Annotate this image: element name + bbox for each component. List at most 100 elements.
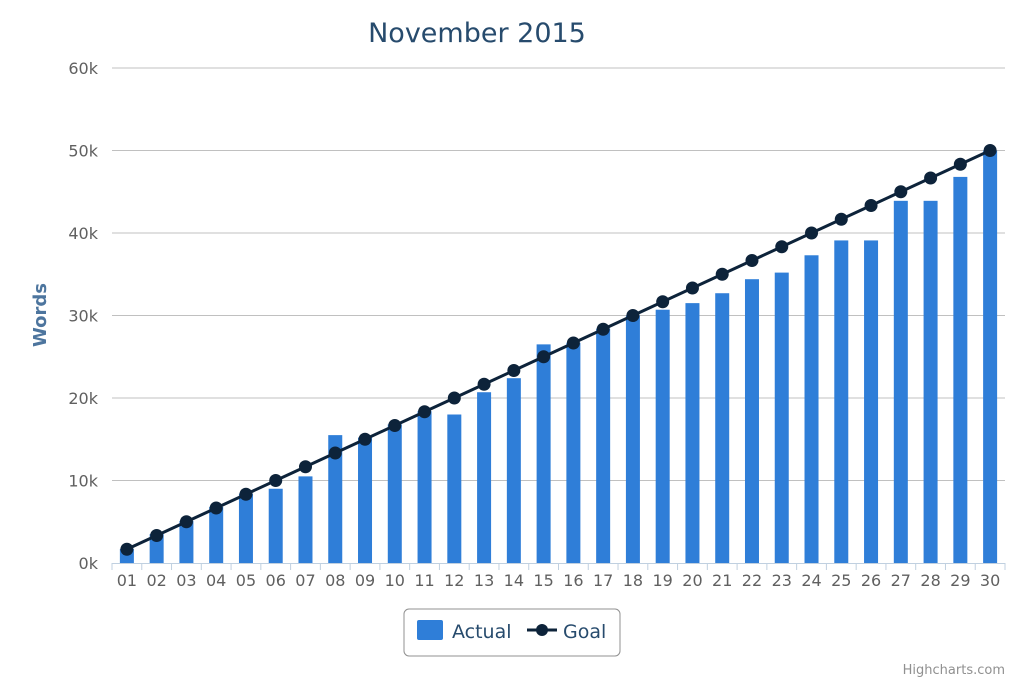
- goal-point[interactable]: [834, 212, 848, 226]
- goal-line-series: [120, 144, 997, 556]
- x-tick-label: 25: [831, 571, 851, 590]
- actual-bar[interactable]: [328, 435, 343, 563]
- x-axis: 01 02 03 04 05 06 07 08 09 10 11 12 13 14 15 16 17 18 19 20…: [111, 563, 1006, 590]
- x-tick-label: 21: [712, 571, 732, 590]
- goal-point[interactable]: [447, 391, 461, 405]
- y-axis-label: Words: [30, 283, 51, 347]
- actual-bar[interactable]: [536, 344, 551, 563]
- legend-item-actual[interactable]: Actual: [417, 620, 512, 643]
- x-tick-label: 24: [801, 571, 821, 590]
- y-tick-label: 30k: [68, 307, 98, 326]
- actual-bar[interactable]: [744, 279, 759, 563]
- goal-point[interactable]: [239, 487, 253, 501]
- actual-bar[interactable]: [864, 240, 879, 564]
- actual-bar[interactable]: [298, 476, 313, 563]
- x-tick-label: 28: [920, 571, 940, 590]
- legend-item-goal[interactable]: Goal: [527, 621, 606, 643]
- legend: Actual Goal: [403, 608, 621, 657]
- goal-point[interactable]: [179, 515, 193, 529]
- goal-point[interactable]: [685, 281, 699, 295]
- actual-bar[interactable]: [358, 437, 373, 563]
- goal-point[interactable]: [775, 240, 789, 254]
- actual-bar[interactable]: [417, 411, 432, 563]
- x-tick-label: 13: [474, 571, 494, 590]
- actual-bar[interactable]: [893, 200, 908, 563]
- goal-point[interactable]: [656, 295, 670, 309]
- actual-bar[interactable]: [923, 200, 938, 563]
- actual-bar[interactable]: [655, 309, 670, 563]
- x-tick-label: 20: [682, 571, 702, 590]
- actual-bar[interactable]: [625, 315, 640, 564]
- actual-bar[interactable]: [685, 303, 700, 563]
- goal-point[interactable]: [388, 418, 402, 432]
- goal-point[interactable]: [626, 309, 640, 322]
- goal-point[interactable]: [983, 144, 997, 157]
- actual-bar[interactable]: [804, 255, 819, 563]
- x-tick-label: 03: [176, 571, 196, 590]
- goal-point[interactable]: [953, 157, 967, 171]
- goal-point[interactable]: [418, 405, 432, 419]
- goal-point[interactable]: [150, 529, 164, 543]
- goal-point[interactable]: [715, 267, 729, 281]
- x-tick-label: 12: [444, 571, 464, 590]
- actual-bar[interactable]: [447, 414, 462, 564]
- x-tick-label: 27: [891, 571, 911, 590]
- actual-bar[interactable]: [268, 488, 283, 563]
- goal-point[interactable]: [328, 446, 342, 460]
- goal-point[interactable]: [596, 322, 610, 336]
- actual-bar[interactable]: [477, 392, 492, 563]
- actual-bar[interactable]: [238, 493, 253, 563]
- x-tick-label: 04: [206, 571, 226, 590]
- y-tick-label: 50k: [68, 142, 98, 161]
- x-tick-label: 05: [236, 571, 256, 590]
- goal-point[interactable]: [120, 542, 134, 556]
- credit-link[interactable]: Highcharts.com: [903, 663, 1005, 678]
- x-tick-label: 07: [295, 571, 315, 590]
- x-tick-label: 14: [504, 571, 524, 590]
- goal-point[interactable]: [745, 253, 759, 267]
- goal-point[interactable]: [805, 226, 819, 240]
- y-tick-label: 60k: [68, 59, 98, 78]
- x-tick-label: 22: [742, 571, 762, 590]
- x-tick-label: 10: [385, 571, 405, 590]
- goal-point[interactable]: [924, 171, 938, 185]
- x-tick-label: 17: [593, 571, 613, 590]
- actual-bar[interactable]: [566, 342, 581, 563]
- actual-bar[interactable]: [179, 520, 194, 563]
- actual-bar[interactable]: [715, 293, 730, 563]
- legend-box: [403, 608, 621, 657]
- goal-point[interactable]: [537, 350, 551, 364]
- x-tick-label: 15: [533, 571, 553, 590]
- actual-bar[interactable]: [596, 328, 611, 563]
- goal-point[interactable]: [507, 364, 521, 378]
- actual-bars: [119, 150, 998, 564]
- goal-point[interactable]: [864, 199, 878, 213]
- actual-bar[interactable]: [209, 506, 224, 563]
- goal-point[interactable]: [269, 474, 283, 487]
- y-tick-label: 0k: [79, 554, 99, 573]
- legend-actual-swatch: [417, 620, 443, 640]
- actual-bar[interactable]: [834, 240, 849, 564]
- goal-line: [126, 149, 991, 551]
- goal-point[interactable]: [477, 377, 491, 391]
- actual-bar[interactable]: [983, 150, 998, 564]
- x-tick-label: 16: [563, 571, 583, 590]
- actual-bar[interactable]: [387, 424, 402, 563]
- goal-point[interactable]: [894, 185, 908, 199]
- x-tick-label: 29: [950, 571, 970, 590]
- goal-point[interactable]: [358, 432, 372, 446]
- actual-bar[interactable]: [149, 534, 164, 563]
- y-axis-ticks: 0k 10k 20k 30k 40k 50k 60k: [68, 59, 98, 573]
- x-tick-label: 18: [623, 571, 643, 590]
- goal-point[interactable]: [566, 336, 580, 350]
- y-tick-label: 10k: [68, 472, 98, 491]
- legend-goal-label: Goal: [563, 621, 606, 643]
- goal-point[interactable]: [209, 501, 223, 515]
- goal-point[interactable]: [298, 460, 312, 474]
- actual-bar[interactable]: [774, 272, 789, 563]
- actual-bar[interactable]: [953, 176, 968, 563]
- actual-bar[interactable]: [506, 378, 521, 563]
- grid-lines: [112, 67, 1005, 481]
- x-tick-label: 06: [266, 571, 286, 590]
